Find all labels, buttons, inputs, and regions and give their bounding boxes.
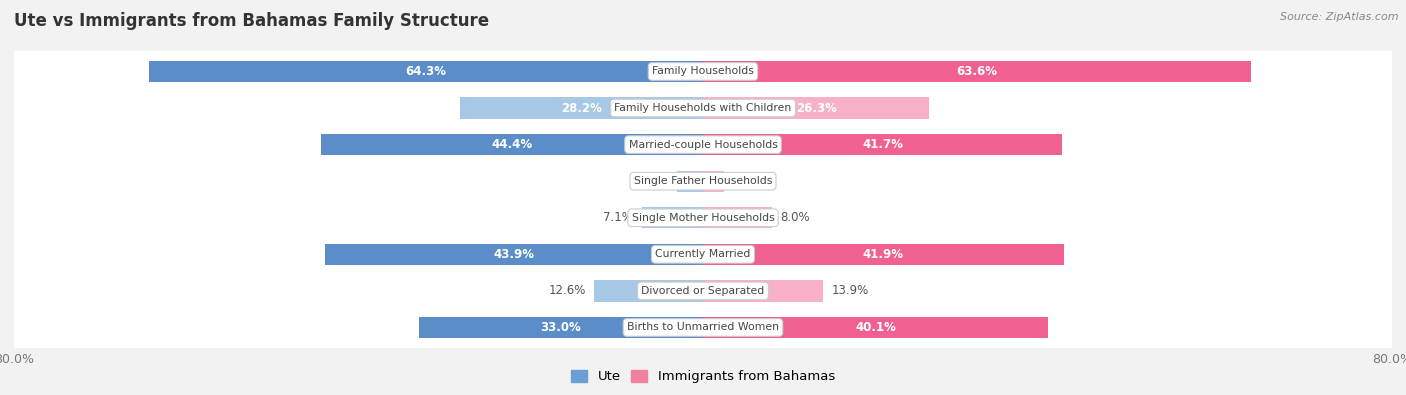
Bar: [703, 317, 1049, 338]
Text: Family Households with Children: Family Households with Children: [614, 103, 792, 113]
FancyBboxPatch shape: [13, 216, 1393, 292]
Bar: [703, 207, 772, 228]
Bar: [703, 98, 929, 118]
FancyBboxPatch shape: [11, 135, 1395, 227]
Text: 7.1%: 7.1%: [603, 211, 633, 224]
Bar: [595, 280, 703, 301]
Text: 26.3%: 26.3%: [796, 102, 837, 115]
FancyBboxPatch shape: [13, 70, 1393, 146]
Text: 13.9%: 13.9%: [831, 284, 869, 297]
Bar: [703, 171, 724, 192]
FancyBboxPatch shape: [11, 62, 1395, 154]
Text: Single Mother Households: Single Mother Households: [631, 213, 775, 223]
Text: Ute vs Immigrants from Bahamas Family Structure: Ute vs Immigrants from Bahamas Family St…: [14, 12, 489, 30]
FancyBboxPatch shape: [11, 172, 1395, 263]
FancyBboxPatch shape: [11, 282, 1395, 373]
Bar: [643, 207, 703, 228]
FancyBboxPatch shape: [13, 253, 1393, 329]
Bar: [678, 171, 703, 192]
Bar: [321, 134, 703, 155]
Text: Divorced or Separated: Divorced or Separated: [641, 286, 765, 296]
Text: 43.9%: 43.9%: [494, 248, 534, 261]
Legend: Ute, Immigrants from Bahamas: Ute, Immigrants from Bahamas: [565, 365, 841, 388]
FancyBboxPatch shape: [11, 209, 1395, 300]
Text: Source: ZipAtlas.com: Source: ZipAtlas.com: [1281, 12, 1399, 22]
Bar: [149, 61, 703, 82]
FancyBboxPatch shape: [11, 99, 1395, 190]
Bar: [325, 244, 703, 265]
Text: 2.4%: 2.4%: [733, 175, 762, 188]
Text: 28.2%: 28.2%: [561, 102, 602, 115]
Text: Family Households: Family Households: [652, 66, 754, 77]
Text: 3.0%: 3.0%: [638, 175, 669, 188]
Text: Single Father Households: Single Father Households: [634, 176, 772, 186]
Text: 44.4%: 44.4%: [491, 138, 533, 151]
FancyBboxPatch shape: [13, 180, 1393, 256]
Text: 12.6%: 12.6%: [548, 284, 586, 297]
FancyBboxPatch shape: [11, 245, 1395, 337]
Text: Married-couple Households: Married-couple Households: [628, 139, 778, 150]
Text: 40.1%: 40.1%: [855, 321, 896, 334]
Bar: [419, 317, 703, 338]
Bar: [703, 61, 1251, 82]
FancyBboxPatch shape: [13, 290, 1393, 365]
Bar: [703, 244, 1064, 265]
Bar: [703, 280, 823, 301]
Text: 41.7%: 41.7%: [862, 138, 903, 151]
Bar: [703, 134, 1062, 155]
Text: 41.9%: 41.9%: [863, 248, 904, 261]
FancyBboxPatch shape: [13, 107, 1393, 182]
FancyBboxPatch shape: [13, 34, 1393, 109]
Text: 64.3%: 64.3%: [406, 65, 447, 78]
FancyBboxPatch shape: [11, 26, 1395, 117]
Text: 63.6%: 63.6%: [956, 65, 997, 78]
FancyBboxPatch shape: [13, 143, 1393, 219]
Text: 8.0%: 8.0%: [780, 211, 810, 224]
Bar: [460, 98, 703, 118]
Text: Births to Unmarried Women: Births to Unmarried Women: [627, 322, 779, 333]
Text: Currently Married: Currently Married: [655, 249, 751, 260]
Text: 33.0%: 33.0%: [540, 321, 581, 334]
